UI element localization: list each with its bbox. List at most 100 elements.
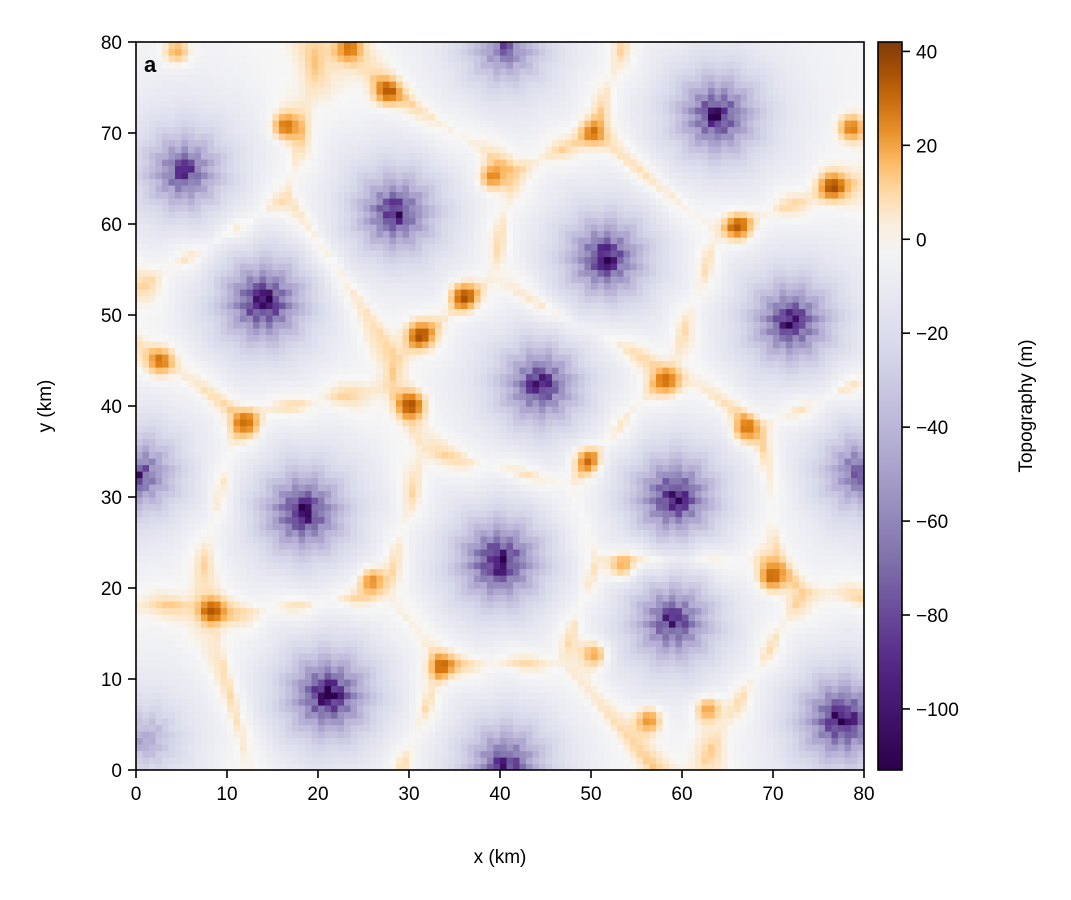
heatmap-cell (779, 633, 787, 641)
heatmap-cell (474, 581, 482, 589)
heatmap-cell (214, 516, 222, 524)
heatmap-cell (708, 718, 716, 726)
heatmap-cell (480, 601, 488, 609)
heatmap-cell (558, 536, 566, 544)
heatmap-cell (591, 575, 599, 583)
heatmap-cell (487, 549, 495, 557)
heatmap-cell (708, 640, 716, 648)
heatmap-cell (441, 724, 449, 732)
heatmap-cell (337, 516, 345, 524)
heatmap-cell (149, 672, 157, 680)
heatmap-cell (623, 516, 631, 524)
heatmap-cell (675, 627, 683, 635)
heatmap-cell (669, 718, 677, 726)
heatmap-cell (818, 581, 826, 589)
heatmap-cell (233, 653, 241, 661)
heatmap-cell (370, 588, 378, 596)
heatmap-cell (623, 698, 631, 706)
heatmap-cell (207, 692, 215, 700)
heatmap-cell (493, 529, 501, 537)
heatmap-cell (188, 620, 196, 628)
heatmap-cell (474, 757, 482, 765)
heatmap-cell (201, 633, 209, 641)
heatmap-cell (435, 692, 443, 700)
heatmap-cell (519, 692, 527, 700)
heatmap-cell (188, 562, 196, 570)
heatmap-cell (825, 763, 833, 770)
heatmap-cell (656, 588, 664, 596)
heatmap-cell (721, 497, 729, 505)
heatmap-cell (656, 633, 664, 641)
heatmap-cell (682, 620, 690, 628)
heatmap-cell (773, 607, 781, 615)
heatmap-cell (695, 653, 703, 661)
heatmap-cell (422, 757, 430, 765)
heatmap-cell (812, 529, 820, 537)
heatmap-cell (662, 510, 670, 518)
heatmap-cell (662, 679, 670, 687)
heatmap-cell (422, 666, 430, 674)
heatmap-cell (656, 549, 664, 557)
heatmap-cell (838, 588, 846, 596)
heatmap-cell (318, 568, 326, 576)
heatmap-cell (344, 711, 352, 719)
heatmap-cell (162, 516, 170, 524)
heatmap-cell (467, 627, 475, 635)
heatmap-cell (259, 672, 267, 680)
heatmap-cell (682, 666, 690, 674)
heatmap-cell (474, 698, 482, 706)
heatmap-cell (136, 614, 144, 622)
heatmap-cell (545, 666, 553, 674)
heatmap-cell (220, 490, 228, 498)
heatmap-cell (292, 510, 300, 518)
heatmap-cell (682, 510, 690, 518)
heatmap-cell (571, 601, 579, 609)
heatmap-cell (240, 529, 248, 537)
heatmap-cell (636, 659, 644, 667)
heatmap-cell (337, 581, 345, 589)
heatmap-cell (786, 757, 794, 765)
heatmap-cell (792, 653, 800, 661)
heatmap-cell (298, 757, 306, 765)
heatmap-cell (799, 529, 807, 537)
heatmap-cell (422, 581, 430, 589)
heatmap-cell (786, 601, 794, 609)
heatmap-cell (604, 581, 612, 589)
heatmap-cell (760, 549, 768, 557)
heatmap-cell (396, 542, 404, 550)
heatmap-cell (207, 620, 215, 628)
heatmap-cell (493, 542, 501, 550)
heatmap-cell (844, 614, 852, 622)
heatmap-cell (851, 731, 859, 739)
heatmap-cell (708, 555, 716, 563)
heatmap-cell (376, 516, 384, 524)
heatmap-cell (305, 685, 313, 693)
heatmap-cell (415, 568, 423, 576)
heatmap-cell (448, 646, 456, 654)
heatmap-cell (844, 640, 852, 648)
heatmap-cell (207, 614, 215, 622)
heatmap-cell (610, 672, 618, 680)
heatmap-cell (695, 536, 703, 544)
heatmap-cell (571, 542, 579, 550)
heatmap-cell (253, 711, 261, 719)
heatmap-cell (435, 705, 443, 713)
heatmap-cell (571, 523, 579, 531)
heatmap-cell (753, 575, 761, 583)
heatmap-cell (162, 503, 170, 511)
heatmap-cell (318, 718, 326, 726)
heatmap-cell (584, 737, 592, 745)
heatmap-cell (565, 503, 573, 511)
heatmap-cell (142, 536, 150, 544)
heatmap-cell (532, 640, 540, 648)
heatmap-cell (272, 562, 280, 570)
heatmap-cell (571, 620, 579, 628)
heatmap-cell (545, 698, 553, 706)
heatmap-cell (753, 750, 761, 758)
heatmap-cell (259, 620, 267, 628)
heatmap-cell (740, 490, 748, 498)
heatmap-cell (272, 698, 280, 706)
heatmap-cell (207, 575, 215, 583)
heatmap-cell (435, 718, 443, 726)
heatmap-cell (688, 555, 696, 563)
